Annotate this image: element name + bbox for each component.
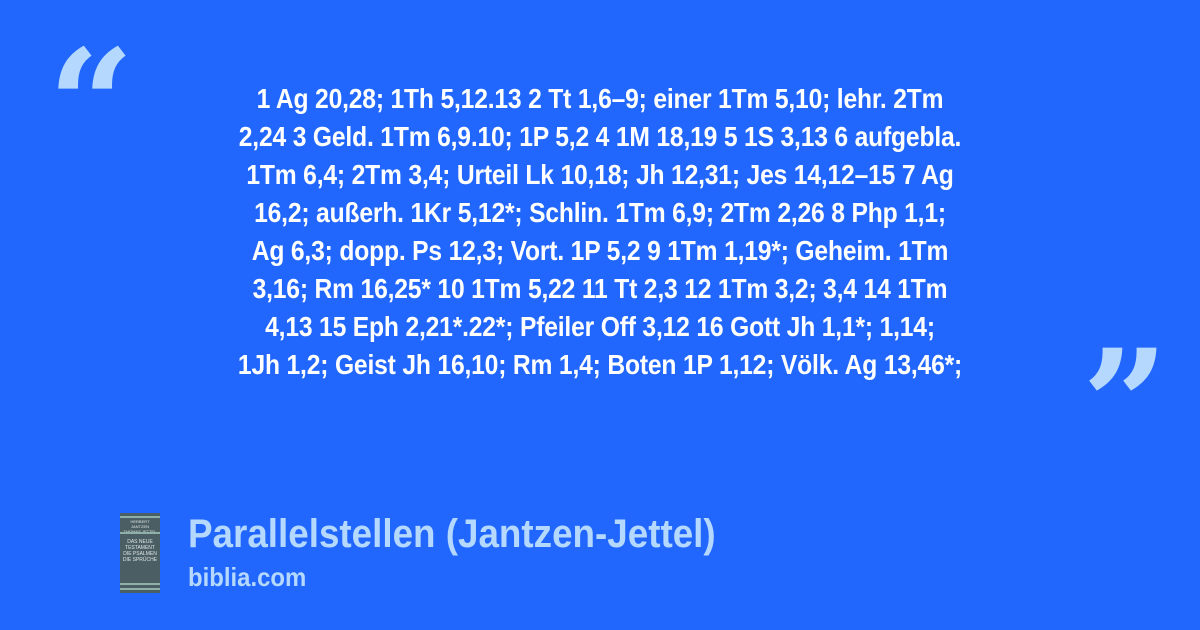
quote-line: Ag 6,3; dopp. Ps 12,3; Vort. 1P 5,2 9 1T…	[251, 235, 949, 266]
quote-text: 1 Ag 20,28; 1Th 5,12.13 2 Tt 1,6–9; eine…	[60, 80, 1140, 384]
resource-title: Parallelstellen (Jantzen-Jettel)	[188, 512, 716, 556]
quote-line: 4,13 15 Eph 2,21*.22*; Pfeiler Off 3,12 …	[265, 311, 935, 342]
open-quote-icon: “	[48, 17, 135, 193]
quote-line: 1 Ag 20,28; 1Th 5,12.13 2 Tt 1,6–9; eine…	[256, 83, 944, 114]
site-link[interactable]: biblia.com	[188, 562, 307, 592]
quote-line: 1Jh 1,2; Geist Jh 16,10; Rm 1,4; Boten 1…	[237, 349, 963, 380]
book-cover-image: HERBERT JANTZEN THOMAS JETTEL DAS NEUE T…	[120, 513, 160, 593]
quote-line: 2,24 3 Geld. 1Tm 6,9.10; 1P 5,2 4 1M 18,…	[238, 121, 962, 152]
book-cover-title: DAS NEUE TESTAMENT DIE PSALMEN DIE SPRÜC…	[122, 539, 158, 563]
quote-line: 1Tm 6,4; 2Tm 3,4; Urteil Lk 10,18; Jh 12…	[246, 159, 954, 190]
book-cover-authors: HERBERT JANTZEN THOMAS JETTEL	[124, 519, 157, 534]
quote-line: 16,2; außerh. 1Kr 5,12*; Schlin. 1Tm 6,9…	[254, 197, 946, 228]
close-quote-icon: ”	[1082, 317, 1169, 493]
quote-line: 3,16; Rm 16,25* 10 1Tm 5,22 11 Tt 2,3 12…	[252, 273, 948, 304]
